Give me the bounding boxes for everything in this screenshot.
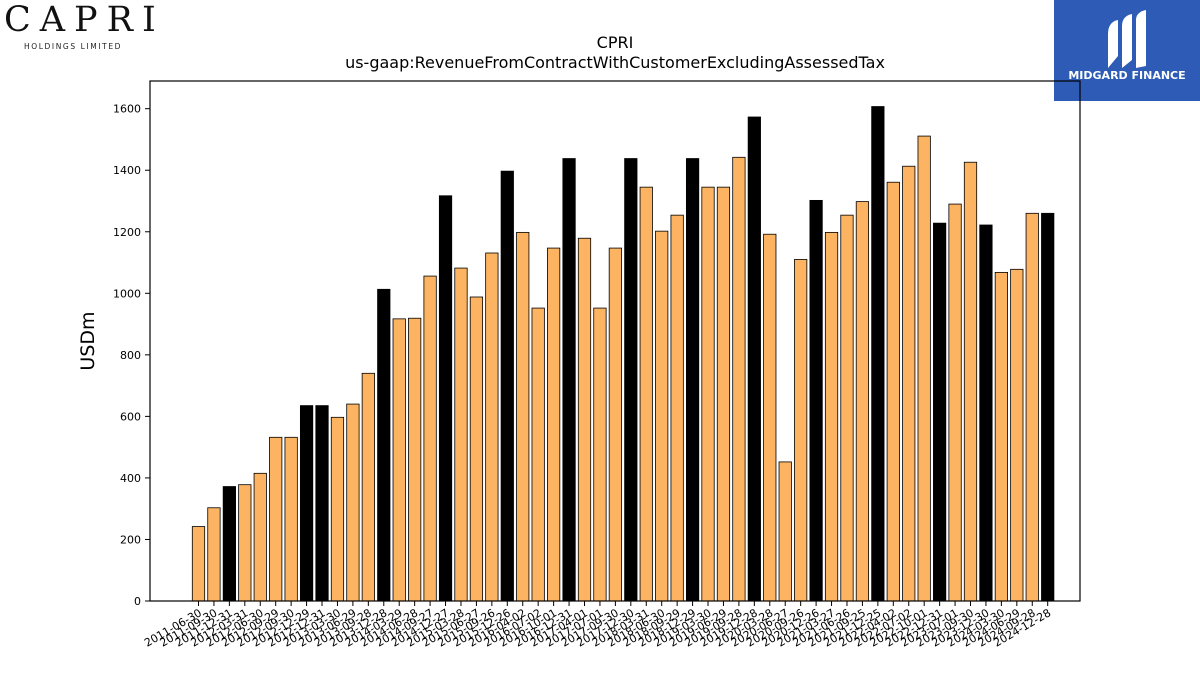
bar-2014-09-27 [423, 275, 437, 602]
bar-2021-09-25 [855, 201, 870, 602]
y-tick-label: 400 [120, 472, 141, 485]
bar-2019-03-30 [701, 186, 715, 602]
bar-2012-09-29 [269, 436, 283, 602]
bar-2022-07-02 [902, 165, 916, 602]
bar-2022-10-01 [917, 135, 931, 602]
y-axis-label: USDm [77, 311, 99, 370]
bar-2020-06-27 [778, 461, 792, 602]
bar-2016-04-02 [516, 231, 530, 602]
y-tick-label: 0 [134, 595, 141, 608]
bar-2020-09-26 [794, 259, 808, 602]
bar-2023-09-30 [963, 161, 978, 602]
capri-logo-word: CAPRI [4, 0, 165, 40]
bar-2017-07-01 [593, 307, 607, 602]
midgard-mark-icon [1108, 10, 1146, 68]
bar-2011-09-30 [207, 507, 221, 602]
bar-2016-12-31 [562, 158, 576, 602]
bar-2014-03-29 [392, 318, 406, 602]
bar-2015-12-26 [500, 170, 514, 602]
bar-2017-04-01 [577, 237, 592, 602]
y-tick-label: 1000 [113, 287, 141, 300]
midgard-finance-logo: MIDGARD FINANCE [1054, 0, 1200, 101]
bar-2021-12-25 [871, 106, 885, 602]
y-tick-label: 800 [120, 349, 141, 362]
bar-2014-06-28 [408, 317, 422, 602]
capri-logo: CAPRI HOLDINGS LIMITED [4, 0, 156, 52]
bar-2017-12-30 [624, 158, 638, 602]
bar-2011-06-30 [191, 526, 206, 602]
bar-2022-04-02 [886, 181, 900, 602]
bar-2020-03-28 [763, 233, 777, 602]
y-tick-label: 1400 [113, 164, 141, 177]
bar-2012-03-31 [238, 484, 252, 602]
bar-2011-12-31 [222, 486, 236, 602]
bar-2021-06-26 [840, 214, 854, 602]
bar-2024-09-28 [1025, 212, 1039, 602]
bar-2016-10-01 [547, 247, 561, 602]
bar-2012-12-31 [315, 405, 329, 602]
bar-2013-06-29 [346, 403, 360, 602]
bar-2023-12-30 [979, 224, 993, 602]
bar-2013-03-30 [330, 416, 345, 602]
bar-2020-12-26 [809, 199, 823, 602]
bar-2016-07-02 [531, 307, 545, 602]
bar-2012-12-29 [299, 405, 314, 602]
bar-2012-06-30 [253, 472, 267, 602]
bar-2024-12-28 [1041, 212, 1055, 602]
bar-2013-09-28 [361, 372, 375, 602]
bar-2024-06-29 [1010, 268, 1024, 602]
chart-title: CPRI [597, 33, 634, 52]
bar-2018-12-29 [685, 158, 700, 602]
y-tick-label: 1200 [113, 226, 141, 239]
bar-2015-09-26 [485, 252, 499, 602]
bar-2019-09-28 [732, 156, 746, 602]
bar-2012-09-30 [284, 436, 298, 602]
bar-2024-03-30 [994, 271, 1008, 602]
y-tick-label: 200 [120, 533, 141, 546]
bar-2021-03-27 [824, 231, 839, 602]
y-tick-label: 600 [120, 410, 141, 423]
midgard-finance-name: MIDGARD FINANCE [1068, 69, 1186, 82]
bar-2019-06-29 [716, 186, 731, 602]
bar-2017-09-30 [608, 247, 622, 602]
bar-2019-12-28 [747, 116, 761, 602]
bar-2015-06-27 [469, 296, 484, 602]
y-tick-label: 1600 [113, 103, 141, 116]
bar-2018-09-29 [670, 214, 684, 602]
bar-2015-03-28 [454, 267, 468, 602]
bar-2014-12-27 [438, 195, 453, 602]
capri-logo-tagline: HOLDINGS LIMITED [24, 42, 123, 51]
bar-2023-07-01 [948, 203, 962, 602]
bar-2013-12-28 [377, 288, 391, 602]
bar-2018-03-31 [639, 186, 653, 602]
bar-2018-06-30 [655, 230, 669, 602]
plot-frame [149, 80, 1081, 602]
bar-2022-12-31 [933, 222, 947, 602]
chart-subtitle: us-gaap:RevenueFromContractWithCustomerE… [345, 53, 885, 72]
